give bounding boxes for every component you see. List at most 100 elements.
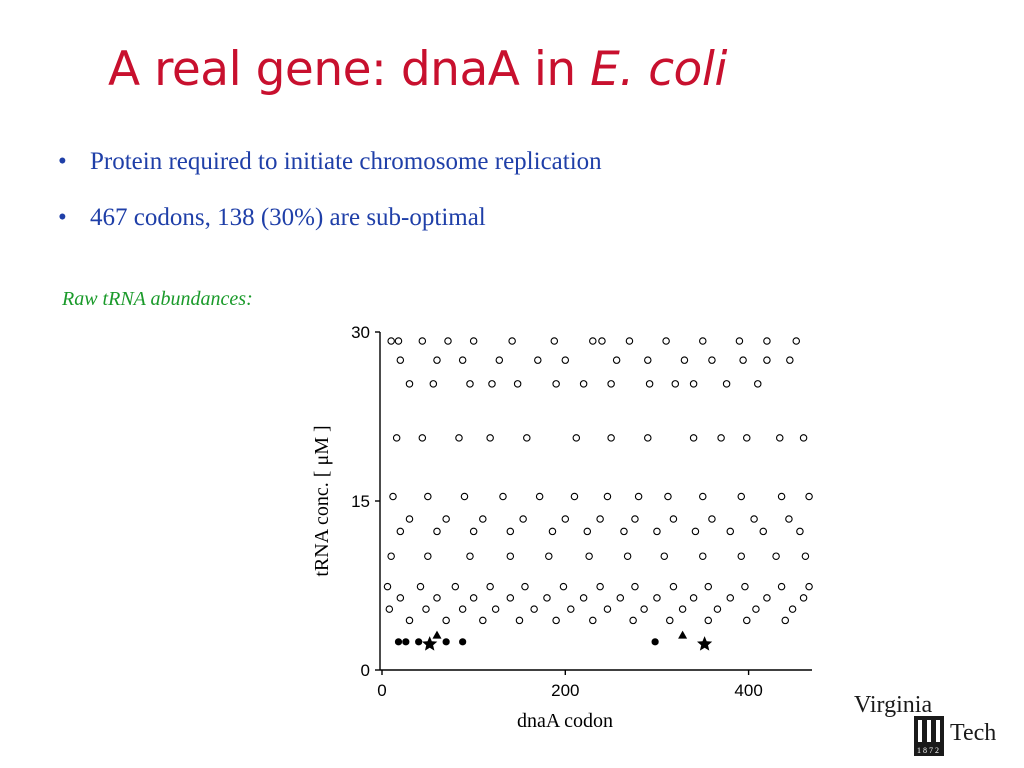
data-point-open xyxy=(799,594,808,602)
slide-title: A real gene: dnaA in E. coli xyxy=(108,42,727,97)
data-point-filled xyxy=(442,638,450,646)
data-point-open xyxy=(579,380,588,388)
data-point-open xyxy=(585,552,593,560)
data-point-open xyxy=(699,552,707,560)
data-point-open xyxy=(589,616,597,625)
data-point-open xyxy=(389,492,397,501)
data-point-open xyxy=(717,434,725,442)
data-point-open xyxy=(631,515,639,523)
data-point-open xyxy=(405,380,414,388)
data-point-open xyxy=(708,515,716,523)
data-point-open xyxy=(579,594,588,602)
data-point-open xyxy=(433,356,441,364)
data-point-open xyxy=(429,380,438,388)
data-point-open xyxy=(433,527,441,536)
data-point-open xyxy=(805,582,813,591)
data-point-open xyxy=(405,616,414,625)
scatter-chart: 0 15 30 0 200 400 dnaA codon tRNA conc. [ μM … xyxy=(311,323,813,732)
data-point-open xyxy=(469,337,478,345)
x-tick-label: 200 xyxy=(551,681,579,700)
data-point-open xyxy=(603,492,612,501)
data-point-open xyxy=(458,356,467,364)
data-point-open xyxy=(666,616,674,625)
data-point-open xyxy=(743,434,751,442)
data-point-open xyxy=(699,492,707,501)
data-point-open xyxy=(567,605,575,613)
y-tick-label: 30 xyxy=(351,323,370,342)
data-point-open xyxy=(383,582,392,591)
y-tick-label: 0 xyxy=(361,661,370,680)
data-point-open xyxy=(785,515,793,523)
data-point-open xyxy=(460,492,469,501)
x-tick-label: 0 xyxy=(377,681,386,700)
bullet-text: 467 codons, 138 (30%) are sub-optimal xyxy=(90,204,486,231)
data-point-open xyxy=(495,356,504,364)
data-point-open xyxy=(691,527,700,536)
data-point-open xyxy=(704,616,713,625)
data-point-open xyxy=(726,527,735,536)
data-point-open xyxy=(506,594,515,602)
logo-word-tech: Tech xyxy=(950,720,996,746)
data-point-filled xyxy=(651,638,659,646)
bullet-text: Protein required to initiate chromosome … xyxy=(90,148,602,175)
data-point-open xyxy=(405,515,414,523)
data-point-open xyxy=(513,380,522,388)
data-point-star xyxy=(422,636,438,651)
data-point-open xyxy=(424,552,432,560)
figure-caption: Raw tRNA abundances: xyxy=(62,288,253,310)
data-point-open xyxy=(607,434,615,442)
data-point-open xyxy=(535,492,544,501)
data-point-open xyxy=(488,380,496,388)
data-point-open xyxy=(589,337,597,345)
data-point-open xyxy=(805,492,813,501)
data-point-open xyxy=(777,582,786,591)
data-point-open xyxy=(781,616,790,625)
data-point-filled xyxy=(415,638,423,646)
data-point-open xyxy=(620,527,628,536)
data-point-open xyxy=(704,582,713,591)
data-point-open xyxy=(466,552,474,560)
data-point-open xyxy=(759,527,768,536)
data-point-open xyxy=(754,380,762,388)
data-point-filled xyxy=(402,638,410,646)
data-point-open xyxy=(559,582,568,591)
data-point-open xyxy=(689,380,698,388)
data-point-open xyxy=(777,492,786,501)
data-point-open xyxy=(442,616,450,625)
data-point-open xyxy=(752,605,760,613)
data-point-open xyxy=(743,616,751,625)
data-point-open xyxy=(583,527,592,536)
data-point-open xyxy=(801,552,810,560)
axis-ticks: 0 15 30 0 200 400 xyxy=(351,323,763,700)
data-point-open xyxy=(444,337,452,345)
data-point-open xyxy=(416,582,425,591)
data-point-open xyxy=(796,527,804,536)
data-point-open xyxy=(750,515,758,523)
data-point-open xyxy=(640,605,648,613)
data-point-open xyxy=(385,605,394,613)
data-point-open xyxy=(469,527,478,536)
data-point-open xyxy=(776,434,784,442)
data-point-open xyxy=(392,434,401,442)
data-point-open xyxy=(396,594,405,602)
data-point-open xyxy=(424,492,432,501)
data-point-open xyxy=(458,605,467,613)
data-point-open xyxy=(708,356,716,364)
y-tick-label: 15 xyxy=(351,492,370,511)
bullet-dot-icon: • xyxy=(58,148,67,175)
data-point-open xyxy=(499,492,507,501)
data-point-open xyxy=(772,552,780,560)
data-point-open xyxy=(741,582,749,591)
data-point-open xyxy=(418,337,427,345)
data-point-open xyxy=(735,337,744,345)
data-point-open xyxy=(521,582,529,591)
data-point-open xyxy=(629,616,637,625)
data-point-open xyxy=(418,434,427,442)
data-point-open xyxy=(653,594,661,602)
data-point-open xyxy=(737,552,746,560)
y-axis-label: tRNA conc. [ μM ] xyxy=(311,425,333,576)
logo-word-virginia: Virginia xyxy=(854,692,932,718)
data-point-filled xyxy=(394,638,403,646)
bullet-dot-icon: • xyxy=(58,204,67,231)
data-point-open xyxy=(739,356,747,364)
